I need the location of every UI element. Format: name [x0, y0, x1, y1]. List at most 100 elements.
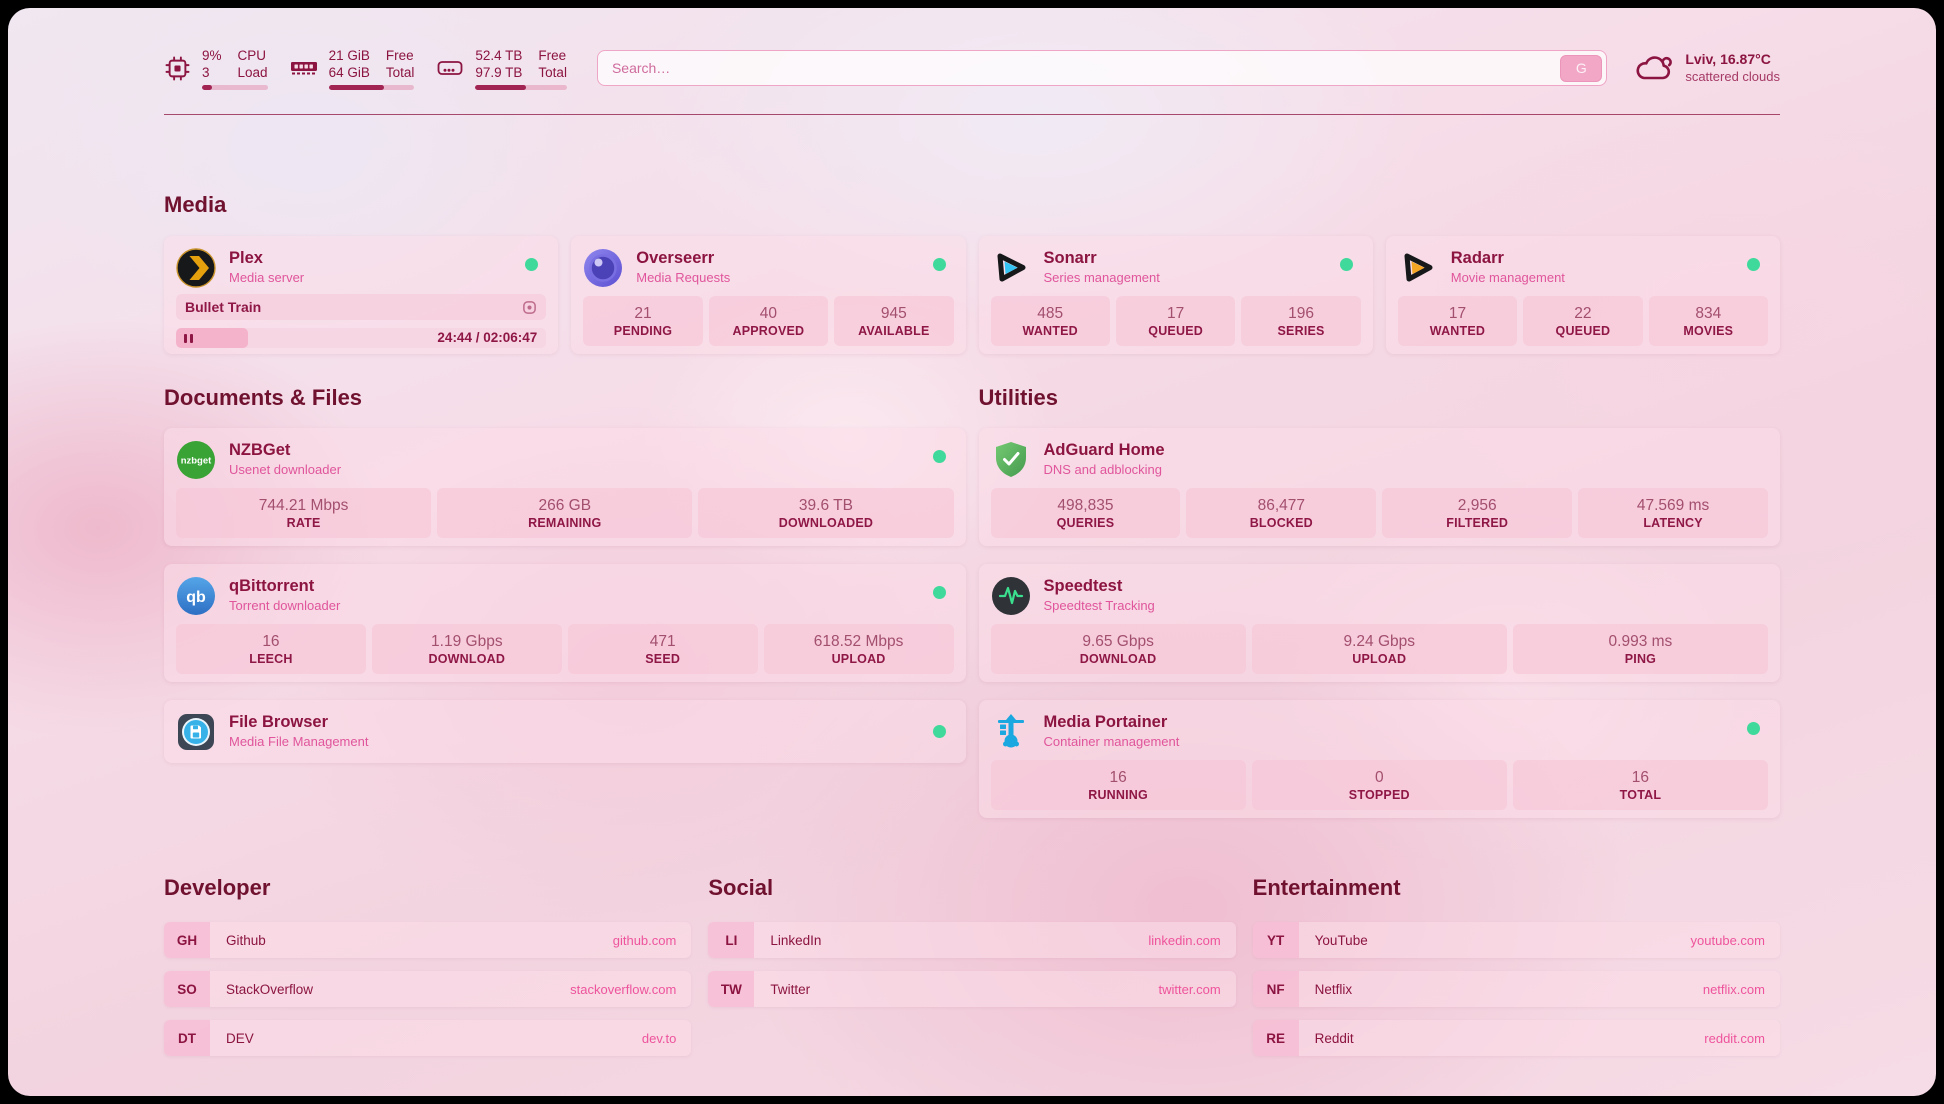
service-title: Overseerr — [636, 249, 715, 267]
resource-cpu: 9% 3 CPU Load — [164, 47, 268, 90]
bookmark-github[interactable]: GH Github github.com — [164, 922, 692, 958]
status-dot — [525, 258, 539, 271]
section-title-entertainment: Entertainment — [1252, 875, 1401, 900]
service-subtitle: Media Requests — [636, 270, 731, 285]
service-card-overseerr[interactable]: Overseerr Media Requests 21 PENDING 40 A… — [571, 236, 966, 354]
service-subtitle: Usenet downloader — [229, 462, 342, 477]
bookmark-name: Netflix — [1314, 981, 1353, 997]
bookmark-name: Github — [226, 932, 266, 948]
service-subtitle: Torrent downloader — [229, 598, 341, 613]
service-subtitle: DNS and adblocking — [1043, 462, 1163, 477]
bookmark-dev[interactable]: DT DEV dev.to — [164, 1020, 692, 1056]
service-card-qbittorrent[interactable]: qb qBittorrent Torrent downloader 16 LEE… — [164, 564, 966, 682]
svg-text:qb: qb — [186, 589, 206, 606]
service-title: qBittorrent — [229, 577, 315, 595]
resource-widgets: 9% 3 CPU Load — [164, 47, 567, 90]
service-subtitle: Container management — [1043, 734, 1180, 749]
service-card-radarr[interactable]: Radarr Movie management 17 WANTED 22 QUE… — [1385, 236, 1780, 354]
service-title: Media Portainer — [1043, 713, 1168, 731]
stat-movies: 834 MOVIES — [1648, 296, 1769, 346]
stat-queued: 22 QUEUED — [1523, 296, 1643, 346]
pause-icon — [184, 333, 187, 343]
service-title: NZBGet — [229, 441, 291, 459]
bookmark-abbr: YT — [1252, 922, 1299, 958]
stat-blocked: 86,477 BLOCKED — [1186, 488, 1377, 538]
stat-running: 16 RUNNING — [990, 760, 1246, 810]
section-title-media: Media — [164, 192, 227, 217]
google-search-button[interactable]: G — [1560, 54, 1603, 82]
bookmark-group-social: Social LI LinkedIn linkedin.com TW Twitt… — [708, 874, 1236, 1056]
plex-icon — [176, 248, 216, 288]
stat-stopped: 0 STOPPED — [1251, 760, 1507, 810]
filebrowser-icon — [176, 712, 216, 752]
qbittorrent-icon: qb — [176, 576, 216, 616]
weather-widget: Lviv, 16.87°C scattered clouds — [1633, 50, 1780, 86]
service-card-sonarr[interactable]: Sonarr Series management 485 WANTED 17 Q… — [978, 236, 1373, 354]
bookmark-twitter[interactable]: TW Twitter twitter.com — [708, 971, 1236, 1007]
search-input[interactable] — [611, 60, 1561, 76]
stat-download: 1.19 Gbps DOWNLOAD — [371, 624, 562, 674]
cloud-icon — [1633, 52, 1675, 84]
bookmark-name: Reddit — [1314, 1030, 1354, 1046]
section-title-utilities: Utilities — [978, 385, 1058, 410]
service-card-speedtest[interactable]: Speedtest Speedtest Tracking 9.65 Gbps D… — [978, 564, 1780, 682]
bookmark-url: youtube.com — [1690, 932, 1765, 948]
stop-icon[interactable] — [522, 300, 537, 315]
playback-progress-fill — [176, 328, 249, 348]
stat-latency: 47.569 ms LATENCY — [1578, 488, 1768, 538]
bookmark-linkedin[interactable]: LI LinkedIn linkedin.com — [708, 922, 1236, 958]
bookmark-url: netflix.com — [1702, 981, 1765, 997]
service-card-adguard[interactable]: AdGuard Home DNS and adblocking 498,835 … — [978, 428, 1780, 546]
service-title: Speedtest — [1043, 577, 1123, 595]
stat-rate: 744.21 Mbps RATE — [176, 488, 432, 538]
bookmark-netflix[interactable]: NF Netflix netflix.com — [1252, 971, 1780, 1007]
stat-leech: 16 LEECH — [176, 624, 366, 674]
bookmark-name: YouTube — [1314, 932, 1368, 948]
stat-downloaded: 39.6 TB DOWNLOADED — [698, 488, 954, 538]
service-subtitle: Series management — [1043, 270, 1160, 285]
memory-values: 21 GiB 64 GiB — [328, 47, 370, 80]
stat-approved: 40 APPROVED — [708, 296, 829, 346]
bookmark-abbr: TW — [708, 971, 755, 1007]
stat-upload: 618.52 Mbps UPLOAD — [763, 624, 954, 674]
bookmark-reddit[interactable]: RE Reddit reddit.com — [1252, 1020, 1780, 1056]
bookmark-abbr: NF — [1252, 971, 1299, 1007]
bookmark-url: github.com — [612, 932, 677, 948]
bookmark-url: twitter.com — [1158, 981, 1221, 997]
search-bar: G — [596, 50, 1608, 86]
topbar-divider — [164, 114, 1780, 115]
bookmark-abbr: GH — [164, 922, 210, 958]
stat-wanted: 485 WANTED — [990, 296, 1110, 346]
service-card-portainer[interactable]: Media Portainer Container management 16 … — [978, 700, 1780, 818]
section-title-documents: Documents & Files — [164, 385, 363, 410]
bookmark-url: reddit.com — [1704, 1030, 1765, 1046]
bookmark-group-developer: Developer GH Github github.com SO StackO… — [164, 874, 692, 1056]
service-title: AdGuard Home — [1043, 441, 1165, 459]
disk-icon — [436, 57, 464, 79]
bookmark-name: DEV — [226, 1030, 254, 1046]
memory-usage-bar — [328, 84, 415, 90]
service-card-filebrowser[interactable]: File Browser Media File Management — [164, 700, 966, 763]
nzbget-icon: nzbget — [176, 440, 216, 480]
dashboard-window: 9% 3 CPU Load — [8, 8, 1936, 1096]
overseerr-icon — [583, 248, 623, 288]
service-card-nzbget[interactable]: nzbget NZBGet Usenet downloader 744.21 M… — [164, 428, 966, 546]
service-title: File Browser — [229, 712, 329, 731]
service-subtitle: Media File Management — [229, 733, 369, 749]
resource-memory: 21 GiB 64 GiB Free Total — [290, 47, 415, 90]
bookmark-youtube[interactable]: YT YouTube youtube.com — [1252, 922, 1780, 958]
disk-labels: Free Total — [538, 47, 567, 80]
stat-ping: 0.993 ms PING — [1512, 624, 1769, 674]
stat-queries: 498,835 QUERIES — [990, 488, 1181, 538]
bookmark-url: dev.to — [641, 1030, 677, 1046]
bookmark-stackoverflow[interactable]: SO StackOverflow stackoverflow.com — [164, 971, 692, 1007]
disk-usage-bar — [475, 84, 567, 90]
radarr-icon — [1398, 248, 1438, 288]
service-card-plex[interactable]: Plex Media server Bullet Train — [164, 236, 559, 354]
sonarr-icon — [991, 248, 1031, 288]
bookmark-abbr: RE — [1252, 1020, 1299, 1056]
status-dot — [1747, 722, 1760, 735]
dashboard-page: 9% 3 CPU Load — [8, 42, 1936, 1056]
status-dot — [932, 258, 946, 271]
status-dot — [932, 725, 946, 738]
